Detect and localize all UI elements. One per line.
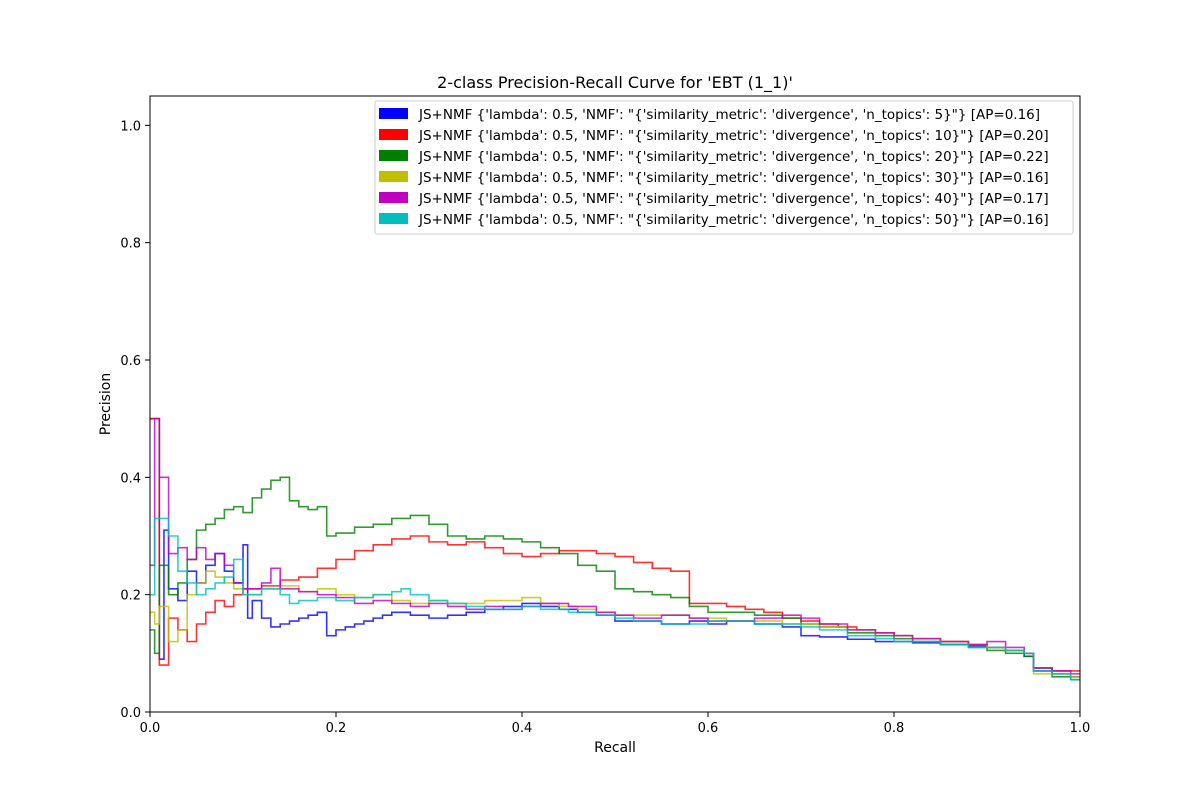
legend-swatch [379, 129, 408, 140]
x-tick-label: 0.6 [698, 721, 719, 736]
legend-entries: JS+NMF {'lambda': 0.5, 'NMF': "{'similar… [379, 107, 1049, 228]
legend-label: JS+NMF {'lambda': 0.5, 'NMF': "{'similar… [418, 191, 1049, 207]
x-tick-label: 0.4 [512, 721, 533, 736]
series-line-3 [150, 476, 1080, 681]
legend-swatch [379, 171, 408, 182]
series-line-6 [150, 517, 1080, 681]
plot-frame [149, 95, 1081, 713]
x-tick-label: 0.0 [140, 721, 161, 736]
x-axis-label: Recall [594, 740, 636, 756]
chart-title: 2-class Precision-Recall Curve for 'EBT … [437, 73, 793, 93]
y-axis-label: Precision [98, 373, 114, 435]
series-layer [150, 417, 1080, 681]
legend-label: JS+NMF {'lambda': 0.5, 'NMF': "{'similar… [418, 212, 1049, 228]
legend-label: JS+NMF {'lambda': 0.5, 'NMF': "{'similar… [418, 170, 1049, 186]
y-tick-label: 0.8 [120, 237, 141, 252]
legend-swatch [379, 213, 408, 224]
y-tick-label: 0.0 [120, 706, 141, 721]
legend-box [374, 100, 1074, 235]
legend-swatch [379, 192, 408, 203]
legend-label: JS+NMF {'lambda': 0.5, 'NMF': "{'similar… [418, 149, 1049, 165]
x-tick-label: 0.2 [326, 721, 347, 736]
y-axis: 0.0 0.2 0.4 0.6 0.8 1.0 [120, 119, 150, 721]
y-tick-label: 0.6 [120, 354, 141, 369]
x-tick-label: 1.0 [1070, 721, 1091, 736]
legend: JS+NMF {'lambda': 0.5, 'NMF': "{'similar… [374, 100, 1074, 235]
legend-label: JS+NMF {'lambda': 0.5, 'NMF': "{'similar… [418, 128, 1049, 144]
y-tick-label: 0.2 [120, 589, 141, 604]
legend-swatch [379, 150, 408, 161]
x-tick-label: 0.8 [884, 721, 905, 736]
legend-swatch [379, 108, 408, 119]
x-axis: 0.0 0.2 0.4 0.6 0.8 1.0 [140, 712, 1091, 736]
y-tick-label: 0.4 [120, 471, 141, 486]
y-tick-label: 1.0 [120, 119, 141, 134]
legend-label: JS+NMF {'lambda': 0.5, 'NMF': "{'similar… [418, 107, 1040, 123]
